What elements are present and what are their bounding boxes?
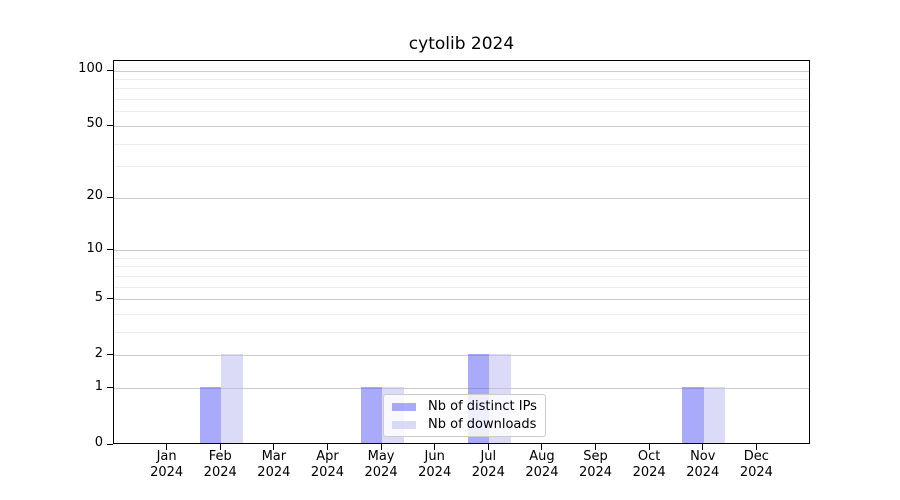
- y-tick: [107, 69, 113, 71]
- y-tick-label-100: 100: [78, 61, 103, 77]
- minor-gridline: [114, 88, 809, 90]
- x-tick-label-year: 2024: [310, 465, 344, 480]
- y-tick: [107, 443, 113, 445]
- x-tick-label-month: Apr: [316, 449, 339, 464]
- y-tick-label-1: 1: [94, 378, 103, 394]
- x-tick-label-may: May 2024: [351, 449, 411, 481]
- x-tick: [380, 444, 382, 450]
- major-gridline: [114, 355, 809, 357]
- x-tick-label-month: Nov: [690, 449, 716, 464]
- y-tick: [107, 249, 113, 251]
- x-tick: [326, 444, 328, 450]
- x-tick-label-month: Jun: [424, 449, 445, 464]
- x-tick: [541, 444, 543, 450]
- x-tick-label-year: 2024: [578, 465, 613, 480]
- x-tick: [166, 444, 168, 450]
- x-tick-label-year: 2024: [203, 465, 237, 480]
- major-gridline: [114, 70, 809, 72]
- major-gridline: [114, 125, 809, 127]
- x-tick-label-feb: Feb 2024: [190, 449, 250, 481]
- x-tick: [434, 444, 436, 450]
- minor-gridline: [114, 257, 809, 259]
- x-tick-label-mar: Mar 2024: [244, 449, 304, 481]
- x-tick-label-month: Feb: [208, 449, 232, 464]
- legend-label-downloads: Nb of downloads: [428, 417, 537, 432]
- minor-gridline: [114, 314, 809, 316]
- minor-gridline: [114, 286, 809, 288]
- x-tick-label-month: Dec: [743, 449, 769, 464]
- x-tick: [273, 444, 275, 450]
- x-tick-label-year: 2024: [739, 465, 773, 480]
- plot-area: [113, 60, 810, 444]
- x-tick-label-month: Aug: [529, 449, 555, 464]
- x-tick: [219, 444, 221, 450]
- x-tick-label-year: 2024: [418, 465, 452, 480]
- bar-nov-downloads: [703, 386, 726, 443]
- y-tick: [107, 387, 113, 389]
- minor-gridline: [114, 78, 809, 80]
- minor-gridline: [114, 275, 809, 277]
- x-tick: [595, 444, 597, 450]
- major-gridline: [114, 197, 809, 199]
- bar-may-distinct-ips: [360, 386, 383, 443]
- x-tick-label-year: 2024: [150, 465, 184, 480]
- x-tick: [755, 444, 757, 450]
- x-tick-label-year: 2024: [471, 465, 505, 480]
- major-gridline: [114, 299, 809, 301]
- x-tick-label-year: 2024: [257, 465, 291, 480]
- y-tick: [107, 298, 113, 300]
- y-tick-label-20: 20: [86, 188, 103, 204]
- x-tick-label-jan: Jan 2024: [137, 449, 197, 481]
- minor-gridline: [114, 99, 809, 101]
- x-tick-label-aug: Aug 2024: [512, 449, 572, 481]
- x-tick-label-year: 2024: [632, 465, 666, 480]
- x-tick-label-month: Jan: [156, 449, 177, 464]
- legend-swatch-distinct-ips: [392, 402, 416, 411]
- minor-gridline: [114, 166, 809, 168]
- major-gridline: [114, 250, 809, 252]
- bar-feb-downloads: [221, 353, 243, 443]
- y-tick: [107, 196, 113, 198]
- x-tick-label-month: May: [367, 449, 395, 464]
- y-tick-label-0: 0: [94, 435, 103, 450]
- legend-label-distinct-ips: Nb of distinct IPs: [428, 399, 537, 414]
- x-tick-label-year: 2024: [686, 465, 720, 480]
- x-tick-label-jul: Jul 2024: [458, 449, 518, 481]
- legend-item-distinct-ips: Nb of distinct IPs: [392, 398, 537, 415]
- bar-nov-distinct-ips: [682, 386, 704, 443]
- y-tick-label-2: 2: [94, 345, 103, 361]
- major-gridline: [114, 388, 809, 390]
- minor-gridline: [114, 332, 809, 334]
- minor-gridline: [114, 143, 809, 145]
- x-tick-label-month: Jul: [480, 449, 497, 464]
- legend-swatch-downloads: [392, 420, 416, 429]
- legend: Nb of distinct IPs Nb of downloads: [383, 394, 546, 437]
- x-tick-label-month: Oct: [637, 449, 661, 464]
- bar-feb-distinct-ips: [199, 386, 222, 443]
- x-tick: [702, 444, 704, 450]
- x-tick-label-dec: Dec 2024: [726, 449, 786, 481]
- y-tick-label-50: 50: [86, 116, 103, 132]
- x-tick-label-oct: Oct 2024: [619, 449, 679, 481]
- x-tick-label-month: Sep: [583, 449, 608, 464]
- x-tick: [487, 444, 489, 450]
- x-tick-label-sep: Sep 2024: [566, 449, 626, 481]
- chart-title: cytolib 2024: [408, 34, 515, 54]
- legend-item-downloads: Nb of downloads: [392, 416, 537, 433]
- y-tick: [107, 354, 113, 356]
- x-tick: [648, 444, 650, 450]
- x-tick-label-year: 2024: [525, 465, 559, 480]
- minor-gridline: [114, 266, 809, 268]
- x-tick-label-year: 2024: [364, 465, 398, 480]
- x-tick-label-apr: Apr 2024: [297, 449, 357, 481]
- x-tick-label-nov: Nov 2024: [673, 449, 733, 481]
- y-tick-label-10: 10: [86, 240, 103, 256]
- x-tick-label-jun: Jun 2024: [405, 449, 465, 481]
- x-tick-label-month: Mar: [261, 449, 287, 464]
- minor-gridline: [114, 111, 809, 113]
- y-tick: [107, 124, 113, 126]
- y-tick-label-5: 5: [94, 289, 103, 305]
